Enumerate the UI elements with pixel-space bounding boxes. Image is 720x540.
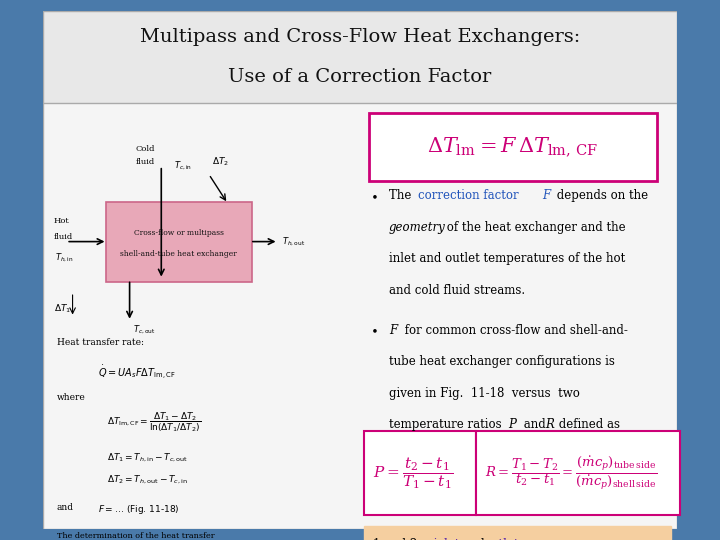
Text: temperature ratios: temperature ratios [389, 418, 505, 431]
Text: inlet: inlet [432, 538, 459, 540]
Text: R: R [545, 418, 554, 431]
Text: and: and [459, 538, 488, 540]
Text: outlet: outlet [483, 538, 518, 540]
Text: $\Delta T_1 = T_{h,\mathrm{in}} - T_{c,\mathrm{out}}$: $\Delta T_1 = T_{h,\mathrm{in}} - T_{c,\… [107, 452, 189, 464]
Text: and: and [57, 503, 73, 512]
FancyBboxPatch shape [364, 431, 475, 515]
Text: fluid: fluid [136, 158, 155, 166]
Text: $T_{c,\mathrm{out}}$: $T_{c,\mathrm{out}}$ [132, 323, 156, 336]
Text: correction factor: correction factor [418, 189, 523, 202]
FancyBboxPatch shape [369, 113, 657, 180]
Text: Heat transfer rate:: Heat transfer rate: [57, 339, 144, 347]
Text: Hot: Hot [53, 217, 69, 225]
FancyBboxPatch shape [475, 431, 680, 515]
Text: P: P [508, 418, 516, 431]
Text: $\Delta T_{\mathrm{lm,CF}} = \dfrac{\Delta T_1 - \Delta T_2}{\ln(\Delta T_1/\Del: $\Delta T_{\mathrm{lm,CF}} = \dfrac{\Del… [107, 410, 202, 434]
Text: Cross-flow or multipass: Cross-flow or multipass [134, 229, 224, 237]
Text: The: The [389, 189, 415, 202]
Text: $T_{h,\mathrm{in}}$: $T_{h,\mathrm{in}}$ [55, 252, 74, 265]
Text: $\Delta T_2$: $\Delta T_2$ [212, 156, 229, 168]
Text: depends on the: depends on the [553, 189, 648, 202]
FancyBboxPatch shape [364, 526, 670, 540]
Text: fluid: fluid [53, 233, 73, 241]
Text: $\dot{Q} = UA_s F \Delta T_{\mathrm{lm,CF}}$: $\dot{Q} = UA_s F \Delta T_{\mathrm{lm,C… [98, 364, 176, 382]
Text: $R = \dfrac{T_1 - T_2}{t_2 - t_1} = \dfrac{(\dot{m}c_p)_{\rm tube\,side}}{(\dot{: $R = \dfrac{T_1 - T_2}{t_2 - t_1} = \dfr… [485, 455, 657, 492]
Text: geometry: geometry [389, 220, 446, 233]
Text: where: where [57, 393, 86, 402]
Text: F: F [542, 189, 550, 202]
Text: Multipass and Cross-Flow Heat Exchangers:: Multipass and Cross-Flow Heat Exchangers… [140, 28, 580, 45]
Text: defined as: defined as [555, 418, 621, 431]
Text: and cold fluid streams.: and cold fluid streams. [389, 284, 525, 296]
Text: Cold: Cold [135, 145, 156, 153]
Text: for common cross-flow and shell-and-: for common cross-flow and shell-and- [401, 323, 628, 337]
Text: $\bullet$: $\bullet$ [370, 323, 378, 337]
Text: $P = \dfrac{t_2 - t_1}{T_1 - t_1}$: $P = \dfrac{t_2 - t_1}{T_1 - t_1}$ [374, 455, 454, 491]
Text: Use of a Correction Factor: Use of a Correction Factor [228, 68, 492, 86]
Text: $F = \ldots$ (Fig. 11‑18): $F = \ldots$ (Fig. 11‑18) [98, 503, 179, 516]
FancyBboxPatch shape [106, 201, 251, 281]
Text: and: and [521, 418, 550, 431]
Text: The determination of the heat transfer
rate for cross-flow and multipass
shell-a: The determination of the heat transfer r… [57, 532, 215, 540]
Text: shell-and-tube heat exchanger: shell-and-tube heat exchanger [120, 250, 237, 258]
Text: tube heat exchanger configurations is: tube heat exchanger configurations is [389, 355, 615, 368]
Text: given in Fig.  11-18  versus  two: given in Fig. 11-18 versus two [389, 387, 580, 400]
Text: $\Delta T_{\rm lm} = F\,\Delta T_{\rm lm,\,CF}$: $\Delta T_{\rm lm} = F\,\Delta T_{\rm lm… [427, 136, 598, 158]
Text: $\Delta T_1$: $\Delta T_1$ [55, 303, 72, 315]
Text: $T_{h,\mathrm{out}}$: $T_{h,\mathrm{out}}$ [282, 235, 305, 248]
Text: 1 and 2:: 1 and 2: [374, 538, 426, 540]
Text: inlet and outlet temperatures of the hot: inlet and outlet temperatures of the hot [389, 252, 625, 265]
Text: F: F [389, 323, 397, 337]
Text: $\Delta T_2 = T_{h,\mathrm{out}} - T_{c,\mathrm{in}}$: $\Delta T_2 = T_{h,\mathrm{out}} - T_{c,… [107, 473, 188, 485]
Text: $T_{c,\mathrm{in}}$: $T_{c,\mathrm{in}}$ [174, 160, 192, 172]
Text: of the heat exchanger and the: of the heat exchanger and the [443, 220, 626, 233]
Text: $\bullet$: $\bullet$ [370, 189, 378, 202]
